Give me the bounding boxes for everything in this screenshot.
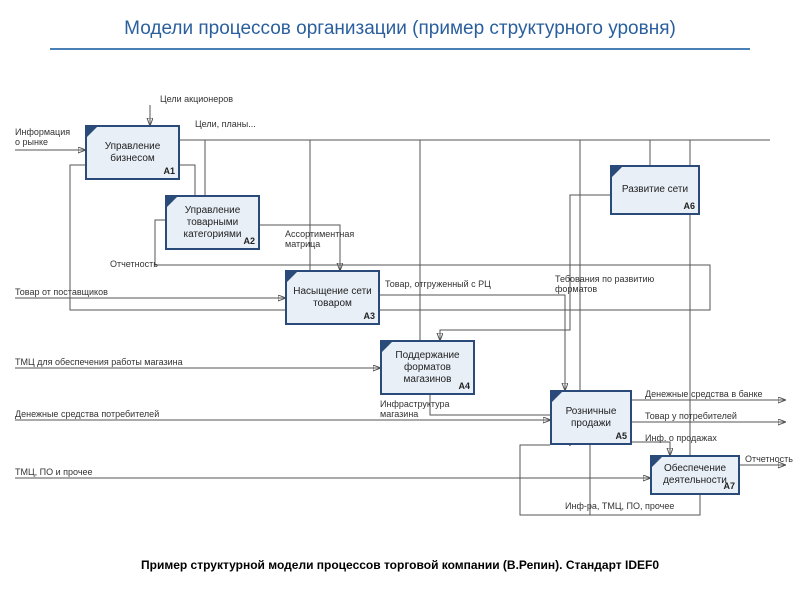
label-l_plans: Цели, планы... (195, 120, 256, 130)
node-a7: Обеспечение деятельностиA7 (650, 455, 740, 495)
label-l_infra2: Инф-ра, ТМЦ, ПО, прочее (565, 502, 674, 512)
label-l_info: Информацияо рынке (15, 128, 70, 148)
label-l_tmc: ТМЦ для обеспечения работы магазина (15, 358, 183, 368)
label-l_bank: Денежные средства в банке (645, 390, 763, 400)
label-l_tmcpo: ТМЦ, ПО и прочее (15, 468, 93, 478)
label-l_akc: Цели акционеров (160, 95, 233, 105)
diagram-canvas: Управление бизнесомA1 Управление товарным… (10, 70, 790, 540)
node-a2: Управление товарными категориямиA2 (165, 195, 260, 250)
node-a3: Насыщение сети товаромA3 (285, 270, 380, 325)
title-underline (50, 48, 750, 50)
label-l_ship: Товар, отгруженный с РЦ (385, 280, 491, 290)
label-l_req: Тебования по развитиюформатов (555, 275, 654, 295)
label-l_goods: Товар у потребителей (645, 412, 737, 422)
node-a4: Поддержание форматов магазиновA4 (380, 340, 475, 395)
label-l_sales: Инф. о продажах (645, 434, 717, 444)
label-l_report: Отчетность (110, 260, 158, 270)
label-l_matrix: Ассортиментнаяматрица (285, 230, 354, 250)
node-a1: Управление бизнесомA1 (85, 125, 180, 180)
label-l_money: Денежные средства потребителей (15, 410, 159, 420)
node-a5: Розничные продажиA5 (550, 390, 632, 445)
label-l_infra: Инфраструктурамагазина (380, 400, 450, 420)
label-l_rep2: Отчетность (745, 455, 793, 465)
caption: Пример структурной модели процессов торг… (0, 558, 800, 572)
label-l_supp: Товар от поставщиков (15, 288, 108, 298)
node-a6: Развитие сетиA6 (610, 165, 700, 215)
page-title: Модели процессов организации (пример стр… (50, 18, 750, 40)
